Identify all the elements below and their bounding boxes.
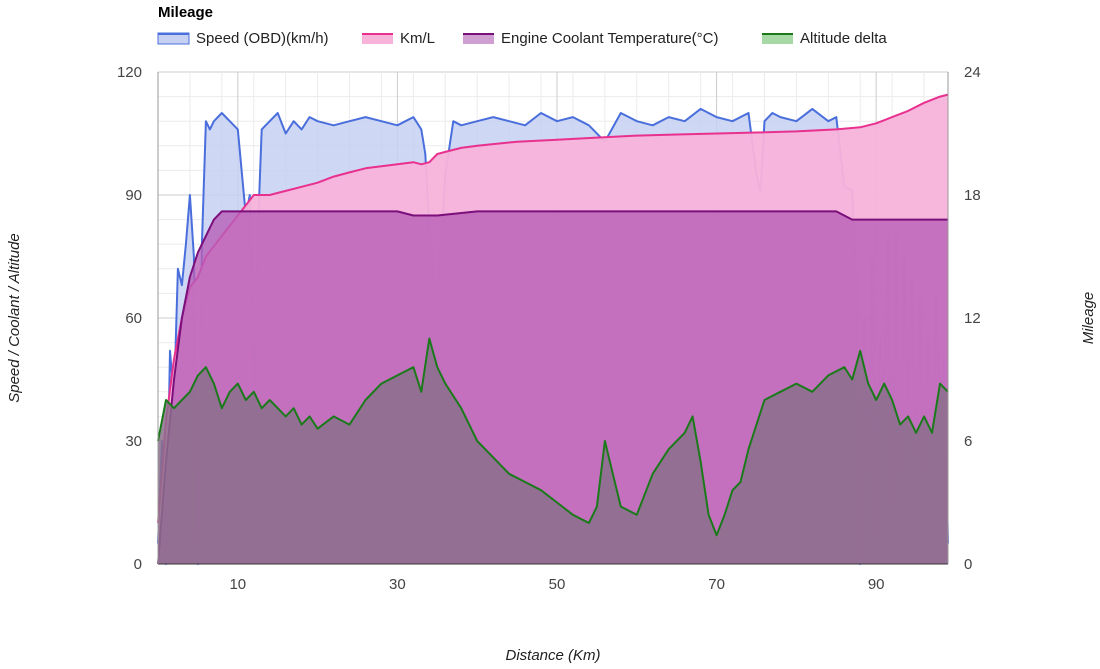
legend-swatch-kml bbox=[362, 33, 393, 44]
y-left-tick-label: 30 bbox=[125, 433, 142, 450]
line-altitude bbox=[157, 337, 949, 537]
legend-item-altitude[interactable]: Altitude delta bbox=[762, 30, 887, 47]
y-left-tick-label: 0 bbox=[134, 556, 142, 573]
axis-layer: 10 30 50 70 90 0 30 60 90 120 0 6 12 18 24 bbox=[117, 64, 981, 593]
legend-label-altitude: Altitude delta bbox=[800, 30, 887, 47]
legend-swatch-line-coolant bbox=[463, 33, 494, 35]
legend-swatch-altitude bbox=[762, 33, 793, 44]
legend-label-speed: Speed (OBD)(km/h) bbox=[196, 30, 329, 47]
x-tick-label: 30 bbox=[389, 576, 406, 593]
y-right-tick-label: 6 bbox=[964, 433, 972, 450]
y-axis-right-title: Mileage bbox=[1080, 292, 1097, 345]
legend: Speed (OBD)(km/h) Km/L Engine Coolant Te… bbox=[157, 30, 887, 47]
x-tick-label: 50 bbox=[549, 576, 566, 593]
legend-label-kml: Km/L bbox=[400, 30, 435, 47]
legend-label-coolant: Engine Coolant Temperature(°C) bbox=[501, 30, 719, 47]
y-left-tick-label: 60 bbox=[125, 310, 142, 327]
y-right-tick-label: 0 bbox=[964, 556, 972, 573]
x-tick-label: 90 bbox=[868, 576, 885, 593]
legend-swatch-line-speed bbox=[158, 33, 189, 35]
x-tick-label: 70 bbox=[708, 576, 725, 593]
y-right-tick-label: 12 bbox=[964, 310, 981, 327]
legend-item-kml[interactable]: Km/L bbox=[362, 30, 435, 47]
legend-item-coolant[interactable]: Engine Coolant Temperature(°C) bbox=[463, 30, 719, 47]
y-left-tick-label: 120 bbox=[117, 64, 142, 81]
legend-swatch-coolant bbox=[463, 33, 494, 44]
legend-swatch-line-kml bbox=[362, 33, 393, 35]
y-left-tick-label: 90 bbox=[125, 187, 142, 204]
chart-title: Mileage bbox=[158, 4, 213, 21]
area-altitude bbox=[158, 338, 948, 564]
y-right-tick-label: 24 bbox=[964, 64, 981, 81]
legend-swatch-line-altitude bbox=[762, 33, 793, 35]
y-right-tick-label: 18 bbox=[964, 187, 981, 204]
line-coolant bbox=[157, 210, 948, 565]
series-layer bbox=[157, 93, 949, 565]
x-axis-title: Distance (Km) bbox=[505, 647, 600, 664]
x-tick-label: 10 bbox=[229, 576, 246, 593]
y-axis-left-title: Speed / Coolant / Altitude bbox=[6, 233, 23, 403]
legend-item-speed[interactable]: Speed (OBD)(km/h) bbox=[157, 30, 329, 47]
